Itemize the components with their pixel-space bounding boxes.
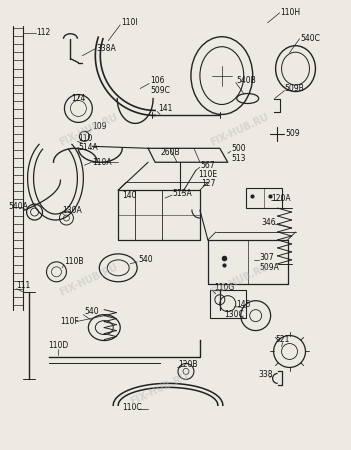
Text: 130C: 130C: [224, 310, 244, 319]
Text: 110C: 110C: [122, 403, 142, 412]
Text: 307: 307: [260, 253, 274, 262]
Text: 521: 521: [276, 335, 290, 344]
Text: 110: 110: [78, 134, 93, 143]
Text: 540A: 540A: [9, 202, 28, 211]
Text: 514A: 514A: [78, 143, 98, 152]
Text: 509: 509: [286, 129, 300, 138]
Text: 145: 145: [236, 300, 250, 309]
Text: 509B: 509B: [285, 84, 304, 93]
Text: 110E: 110E: [198, 170, 217, 179]
Text: 513A: 513A: [172, 189, 192, 198]
Text: 110F: 110F: [60, 317, 79, 326]
Text: 130A: 130A: [62, 206, 82, 215]
Text: 110H: 110H: [280, 9, 301, 18]
Text: FIX-HUB.RU: FIX-HUB.RU: [58, 112, 119, 148]
Text: 112: 112: [37, 28, 51, 37]
Text: FIX-HUB.RU: FIX-HUB.RU: [129, 371, 191, 407]
Text: 140: 140: [122, 191, 137, 200]
Text: 346: 346: [261, 217, 276, 226]
Text: 260B: 260B: [160, 148, 180, 157]
Text: 338: 338: [258, 370, 273, 379]
Text: 124: 124: [71, 94, 86, 103]
Text: 500: 500: [232, 144, 246, 153]
Text: 110G: 110G: [214, 283, 234, 292]
Text: FIX-HUB.RU: FIX-HUB.RU: [209, 262, 271, 298]
Text: 120B: 120B: [178, 360, 198, 369]
Text: 120A: 120A: [272, 194, 291, 202]
Text: 110I: 110I: [121, 18, 138, 27]
Text: 540: 540: [84, 307, 99, 316]
Text: 111: 111: [16, 281, 31, 290]
Text: FIX-HUB.RU: FIX-HUB.RU: [58, 262, 119, 298]
Text: 110B: 110B: [65, 257, 84, 266]
Text: 141: 141: [158, 104, 172, 113]
Text: 338A: 338A: [96, 44, 116, 53]
Text: 110A: 110A: [92, 158, 112, 167]
Text: 540: 540: [138, 255, 153, 264]
Text: 106: 106: [150, 76, 165, 85]
Text: 509C: 509C: [150, 86, 170, 95]
Text: 540C: 540C: [300, 34, 320, 43]
Text: FIX-HUB.RU: FIX-HUB.RU: [209, 112, 271, 148]
Text: 540B: 540B: [237, 76, 257, 85]
Text: 110D: 110D: [48, 341, 69, 350]
Text: 127: 127: [201, 179, 215, 188]
Text: 513: 513: [232, 154, 246, 163]
Text: 567: 567: [200, 161, 214, 170]
Text: 509A: 509A: [260, 263, 279, 272]
Text: 109: 109: [92, 122, 107, 131]
